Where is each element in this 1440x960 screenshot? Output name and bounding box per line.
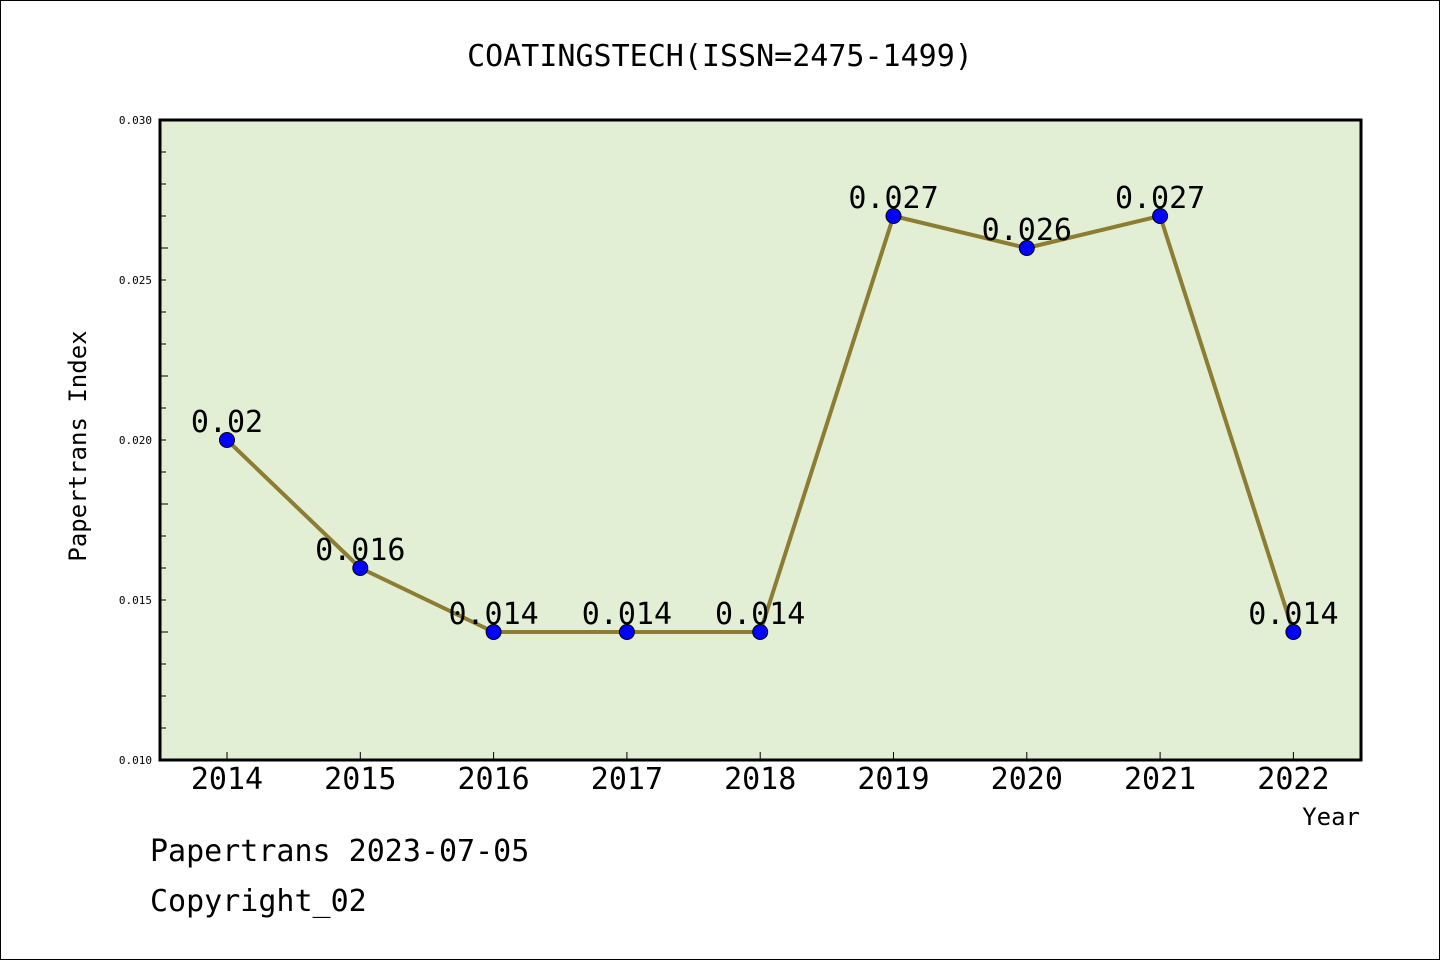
- data-label: 0.027: [848, 181, 938, 216]
- y-tick-label: 0.015: [119, 594, 152, 607]
- data-markers: [219, 208, 1302, 640]
- data-label: 0.026: [982, 213, 1072, 248]
- plot-area: [158, 118, 1363, 762]
- data-point: [752, 624, 769, 640]
- chart-title: COATINGSTECH(ISSN=2475-1499): [467, 39, 973, 74]
- x-tick-label: 2017: [591, 762, 663, 797]
- data-point: [352, 560, 369, 576]
- x-tick-label: 2016: [457, 762, 529, 797]
- data-labels: 0.02 0.016 0.014 0.014 0.014 0.027 0.026 0.027 0…: [191, 181, 1339, 632]
- y-tick-label: 0.010: [119, 754, 152, 767]
- x-tick-label: 2020: [991, 762, 1063, 797]
- x-tick-label: 2021: [1124, 762, 1196, 797]
- y-tick-label: 0.025: [119, 274, 152, 287]
- data-point: [219, 432, 235, 448]
- x-axis-label: Year: [1302, 803, 1360, 831]
- data-point: [1285, 624, 1302, 640]
- y-axis-label: Papertrans Index: [64, 330, 92, 561]
- data-label: 0.014: [582, 597, 672, 632]
- y-tick-label: 0.020: [119, 434, 152, 447]
- x-tick-label: 2018: [724, 762, 796, 797]
- x-axis: 2014 2015 2016 2017 2018 2019 2020 2021 2022: [191, 752, 1330, 797]
- data-point: [885, 208, 902, 224]
- data-label: 0.014: [715, 597, 805, 632]
- x-tick-label: 2015: [324, 762, 396, 797]
- data-point: [1018, 240, 1035, 256]
- y-tick-label: 0.030: [119, 114, 152, 127]
- data-label: 0.016: [315, 533, 405, 568]
- footer-date: Papertrans 2023-07-05: [150, 834, 530, 869]
- x-tick-label: 2022: [1257, 762, 1329, 797]
- data-label: 0.02: [191, 405, 263, 440]
- data-label: 0.014: [448, 597, 538, 632]
- data-point: [618, 624, 635, 640]
- x-tick-label: 2014: [191, 762, 263, 797]
- data-label: 0.027: [1115, 181, 1205, 216]
- data-label: 0.014: [1248, 597, 1338, 632]
- footer-copyright: Copyright_02: [150, 884, 367, 919]
- data-point: [1152, 208, 1169, 224]
- x-tick-label: 2019: [857, 762, 929, 797]
- y-axis: 0.010 0.015 0.020 0.025 0.030: [119, 114, 168, 767]
- data-point: [485, 624, 502, 640]
